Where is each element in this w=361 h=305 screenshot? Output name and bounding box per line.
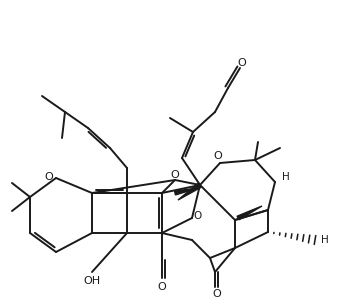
Text: H: H	[321, 235, 329, 245]
Polygon shape	[175, 188, 198, 195]
Text: O: O	[171, 170, 179, 180]
Text: H: H	[282, 172, 290, 182]
Text: O: O	[45, 172, 53, 182]
Text: O: O	[158, 282, 166, 292]
Text: OH: OH	[83, 276, 101, 286]
Text: O: O	[214, 151, 222, 161]
Polygon shape	[237, 206, 262, 220]
Polygon shape	[178, 183, 201, 200]
Text: O: O	[193, 211, 201, 221]
Text: O: O	[213, 289, 221, 299]
Text: O: O	[238, 58, 246, 68]
